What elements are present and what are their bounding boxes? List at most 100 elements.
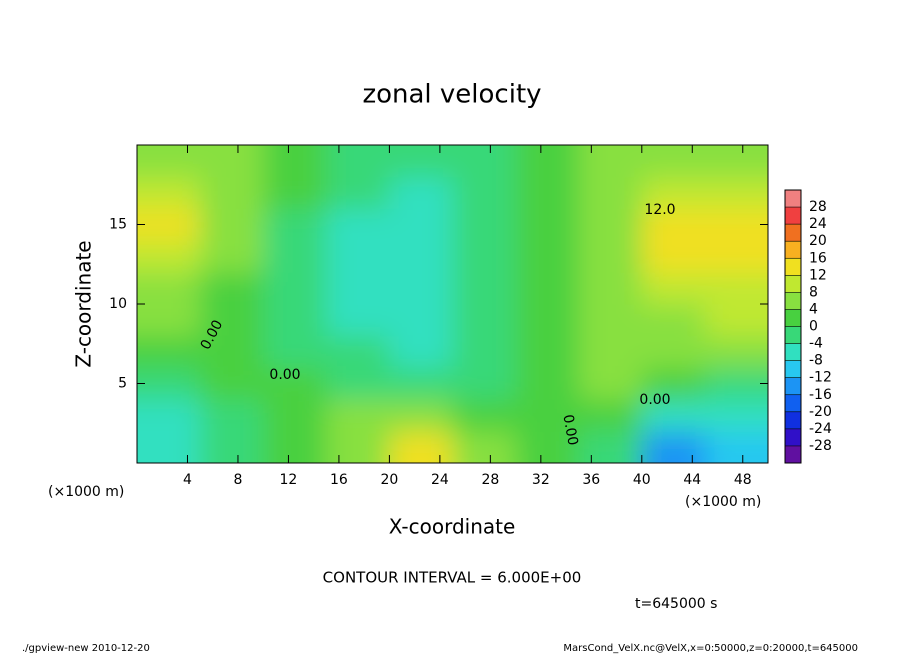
field-cell xyxy=(452,304,517,337)
field-cell xyxy=(137,399,201,432)
contour-label: 0.00 xyxy=(559,413,580,446)
field-cell xyxy=(578,335,643,369)
field-cell xyxy=(578,145,643,178)
field-cell xyxy=(578,399,643,432)
field-cell xyxy=(641,240,706,273)
field-cell xyxy=(326,272,390,305)
field-cell xyxy=(263,176,327,210)
field-cell xyxy=(704,208,768,241)
field-cell xyxy=(200,399,264,432)
field-cell xyxy=(263,431,327,463)
field-cell xyxy=(137,431,201,463)
field-cell xyxy=(641,431,706,463)
field-cell xyxy=(641,335,706,369)
field-cell xyxy=(578,304,643,337)
field-cell xyxy=(137,335,201,369)
colorbar-label: -12 xyxy=(809,370,832,386)
field-cell xyxy=(326,399,390,432)
field-cell xyxy=(578,431,643,463)
x-tick-label: 32 xyxy=(532,472,550,488)
field-cell xyxy=(704,399,768,432)
field-cell xyxy=(389,176,453,210)
x-tick-label: 24 xyxy=(431,472,449,488)
colorbar-swatch xyxy=(785,428,801,446)
colorbar-label: 8 xyxy=(809,284,818,300)
field-cell xyxy=(704,367,768,400)
colorbar-swatch xyxy=(785,275,801,293)
field-cell xyxy=(326,367,390,400)
field-cell xyxy=(578,176,643,210)
field-cell xyxy=(389,399,453,432)
field-cell xyxy=(389,431,453,463)
colorbar-swatch xyxy=(785,360,801,378)
field-cell xyxy=(263,145,327,178)
x-tick-label: 28 xyxy=(481,472,499,488)
field-cell xyxy=(515,240,580,273)
x-tick-label: 12 xyxy=(280,472,298,488)
colorbar-swatch xyxy=(785,394,801,412)
colorbar-swatch xyxy=(785,207,801,225)
colorbar-label: -28 xyxy=(809,438,832,454)
field-cell xyxy=(452,208,517,241)
field-cell xyxy=(704,431,768,463)
colorbar-label: 16 xyxy=(809,250,827,266)
field-cell xyxy=(515,431,580,463)
field-cell xyxy=(137,367,201,400)
field-cell xyxy=(263,399,327,432)
colorbar-swatch xyxy=(785,343,801,361)
field-cell xyxy=(137,272,201,305)
field-cell xyxy=(452,240,517,273)
field-cell xyxy=(200,431,264,463)
field-cell xyxy=(137,145,201,178)
field-cell xyxy=(641,304,706,337)
field-cell xyxy=(704,335,768,369)
field-cell xyxy=(137,176,201,210)
x-tick-label: 40 xyxy=(633,472,651,488)
field-cell xyxy=(326,304,390,337)
y-tick-label: 5 xyxy=(118,376,127,392)
field-cell xyxy=(578,240,643,273)
field-cell xyxy=(515,176,580,210)
field-cell xyxy=(452,367,517,400)
colorbar-swatch xyxy=(785,445,801,463)
colorbar-label: -24 xyxy=(809,421,832,437)
x-tick-label: 16 xyxy=(330,472,348,488)
field-cell xyxy=(200,304,264,337)
field-cell xyxy=(515,304,580,337)
colorbar-swatch xyxy=(785,292,801,310)
colorbar-label: -4 xyxy=(809,336,823,352)
field-cell xyxy=(515,272,580,305)
field-cell xyxy=(452,399,517,432)
field-cell xyxy=(137,240,201,273)
field-cell xyxy=(452,431,517,463)
field-cell xyxy=(263,304,327,337)
field xyxy=(137,145,768,463)
field-cell xyxy=(326,240,390,273)
field-cell xyxy=(704,240,768,273)
field-cell xyxy=(389,335,453,369)
field-cell xyxy=(326,145,390,178)
field-cell xyxy=(641,367,706,400)
field-cell xyxy=(326,176,390,210)
field-cell xyxy=(641,145,706,178)
field-cell xyxy=(578,208,643,241)
colorbar-label: 0 xyxy=(809,319,818,335)
contour-label: 12.0 xyxy=(644,202,675,218)
colorbar-label: 24 xyxy=(809,216,827,232)
y-tick-label: 10 xyxy=(109,296,127,312)
field-cell xyxy=(389,367,453,400)
field-cell xyxy=(200,176,264,210)
colorbar-swatch xyxy=(785,326,801,344)
y-axis-unit: (×1000 m) xyxy=(48,484,124,500)
field-cell xyxy=(389,272,453,305)
field-cell xyxy=(389,240,453,273)
field-cell xyxy=(200,335,264,369)
field-cell xyxy=(704,272,768,305)
y-axis-label: Z-coordinate xyxy=(72,240,96,367)
x-axis-label: X-coordinate xyxy=(389,515,516,539)
field-cell xyxy=(704,176,768,210)
x-tick-label: 4 xyxy=(183,472,192,488)
colorbar-label: 28 xyxy=(809,199,827,215)
field-cell xyxy=(515,145,580,178)
